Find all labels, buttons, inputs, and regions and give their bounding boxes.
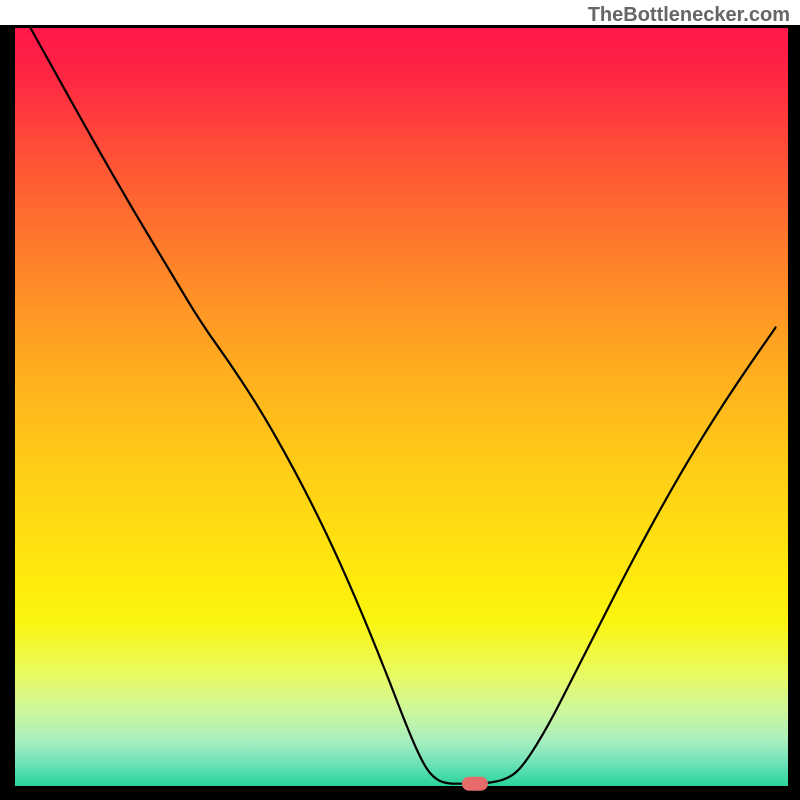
chart-container: TheBottlenecker.com — [0, 0, 800, 800]
optimal-point-marker — [462, 777, 488, 791]
chart-background — [15, 28, 788, 786]
bottleneck-curve-chart — [0, 0, 800, 800]
watermark-text: TheBottlenecker.com — [588, 4, 790, 27]
